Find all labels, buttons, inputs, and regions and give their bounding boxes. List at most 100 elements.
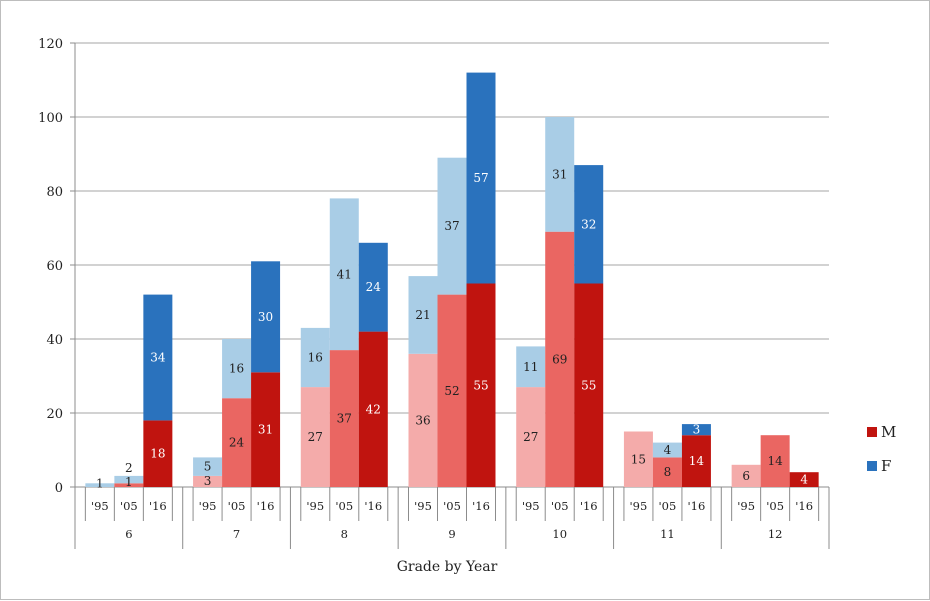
data-label-f: 31 — [552, 167, 567, 181]
bar-m-grade-6-1 — [114, 483, 144, 487]
data-label-m: 55 — [581, 378, 596, 392]
bar-m-grade-12-1 — [760, 435, 790, 487]
x-year-label: '16 — [149, 499, 167, 513]
data-label-m: 36 — [415, 413, 430, 427]
x-year-label: '95 — [414, 499, 432, 513]
bar-m-grade-6-2 — [143, 420, 173, 487]
bar-f-grade-9-0 — [408, 276, 438, 354]
data-label-f: 1 — [96, 476, 104, 490]
bar-m-grade-7-0 — [193, 475, 223, 487]
data-label-f: 30 — [258, 310, 273, 324]
data-label-f: 37 — [444, 219, 459, 233]
bar-f-grade-7-1 — [222, 339, 252, 399]
y-tick-label: 40 — [46, 333, 63, 348]
bar-m-grade-8-0 — [300, 387, 330, 487]
x-group-label: 11 — [660, 527, 675, 541]
data-label-f: 34 — [150, 351, 166, 365]
data-label-m: 1 — [125, 475, 133, 489]
data-label-m: 31 — [258, 423, 273, 437]
x-year-label: '16 — [257, 499, 275, 513]
x-group-label: 6 — [125, 527, 132, 541]
bars: 1 121834352416313027163741422436215237555… — [85, 72, 819, 490]
data-label-f: 21 — [415, 308, 430, 322]
bar-m-grade-8-2 — [358, 331, 388, 487]
x-year-label: '05 — [443, 499, 461, 513]
x-group-label: 7 — [233, 527, 240, 541]
data-label-m: 52 — [444, 384, 459, 398]
y-tick-label: 80 — [46, 185, 63, 200]
data-label-m: 8 — [664, 465, 672, 479]
y-tick-label: 0 — [55, 481, 63, 496]
legend: MF — [867, 423, 896, 475]
data-label-m: 14 — [768, 454, 784, 468]
bar-m-grade-9-2 — [466, 283, 496, 487]
bar-m-grade-10-0 — [516, 387, 546, 487]
x-year-label: '16 — [688, 499, 706, 513]
data-label-m: 42 — [366, 402, 381, 416]
bar-f-grade-6-0 — [85, 483, 115, 487]
bar-f-grade-7-2 — [251, 261, 281, 373]
x-year-label: '95 — [737, 499, 755, 513]
data-label-f: 16 — [229, 362, 244, 376]
legend-swatch-f — [867, 461, 877, 471]
bar-m-grade-11-0 — [623, 431, 653, 487]
bar-m-grade-10-1 — [545, 231, 575, 487]
data-label-m: 37 — [337, 412, 352, 426]
bar-f-grade-8-1 — [329, 198, 359, 351]
x-year-label: '95 — [306, 499, 324, 513]
x-year-label: '16 — [364, 499, 382, 513]
bar-m-grade-11-2 — [681, 435, 711, 487]
x-axis-title: Grade by Year — [397, 559, 498, 575]
x-year-label: '95 — [522, 499, 540, 513]
data-label-f: 4 — [664, 443, 672, 457]
data-label-f: 57 — [473, 171, 488, 185]
bar-f-grade-6-1 — [114, 475, 144, 484]
data-label-f: 16 — [308, 351, 323, 365]
x-group-label: 9 — [448, 527, 455, 541]
bar-f-grade-11-1 — [652, 442, 682, 458]
data-label-m: 27 — [523, 430, 538, 444]
x-group-label: 12 — [768, 527, 783, 541]
data-label-m: 55 — [473, 378, 488, 392]
data-label-m: 24 — [229, 436, 245, 450]
y-tick-label: 20 — [46, 407, 63, 422]
x-year-label: '05 — [120, 499, 138, 513]
x-year-label: '05 — [659, 499, 677, 513]
data-label-m: 18 — [150, 447, 165, 461]
x-year-label: '95 — [199, 499, 217, 513]
x-year-label: '16 — [795, 499, 813, 513]
bar-f-grade-10-0 — [516, 346, 546, 388]
data-label-f: 32 — [581, 217, 596, 231]
bar-f-grade-10-2 — [574, 165, 604, 284]
bar-f-grade-7-0 — [193, 457, 223, 476]
data-label-f: 2 — [125, 461, 133, 475]
bar-m-grade-12-0 — [731, 464, 761, 487]
data-label-m: 14 — [689, 454, 705, 468]
bar-m-grade-12-2 — [789, 472, 819, 487]
x-group-label: 8 — [341, 527, 348, 541]
y-tick-label: 100 — [38, 111, 63, 126]
bar-f-grade-10-1 — [545, 117, 575, 232]
data-label-m: 15 — [631, 452, 646, 466]
x-axis: '95 '05 '16 6 '95 '05 '16 7 '95 '05 '16 8 '95 '05 '16 9… — [74, 487, 830, 549]
data-label-m: 69 — [552, 352, 567, 366]
x-year-label: '05 — [335, 499, 353, 513]
x-year-label: '16 — [580, 499, 598, 513]
bar-m-grade-10-2 — [574, 283, 604, 487]
bar-m-grade-7-2 — [251, 372, 281, 487]
bar-m-grade-11-1 — [652, 457, 682, 487]
legend-label-m: M — [881, 423, 896, 441]
x-year-label: '05 — [551, 499, 569, 513]
data-label-f: 11 — [523, 360, 538, 374]
data-label-f: 5 — [204, 460, 212, 474]
data-label-m: 4 — [800, 473, 808, 487]
x-year-label: '05 — [766, 499, 784, 513]
bar-f-grade-9-1 — [437, 157, 467, 295]
y-tick-label: 60 — [46, 259, 63, 274]
x-group-label: 10 — [552, 527, 567, 541]
x-year-label: '05 — [228, 499, 246, 513]
x-year-label: '95 — [630, 499, 648, 513]
bar-f-grade-9-2 — [466, 72, 496, 284]
